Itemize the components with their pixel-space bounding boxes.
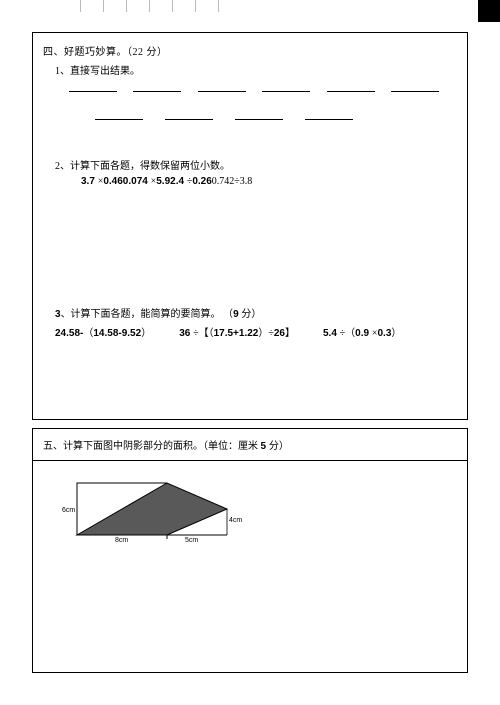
- answer-blank: [69, 91, 117, 92]
- answer-blanks-row-2: [43, 119, 457, 129]
- answer-blank: [391, 91, 439, 92]
- answer-blank: [327, 91, 375, 92]
- page-corner-marker: [478, 0, 500, 22]
- expr-1: 24.58-（14.58-9.52）: [55, 324, 151, 339]
- answer-blank: [198, 91, 246, 92]
- top-tick-marks: [80, 0, 219, 12]
- answer-blank: [305, 119, 353, 120]
- section-4-box: 四、好题巧妙算。（22 分） 1、直接写出结果。 2、计算下面各题，得数保留两位…: [32, 32, 468, 420]
- question-4-3-title: 3、计算下面各题，能简算的要简算。 （9 分）: [55, 305, 457, 320]
- section-5-title: 五、计算下面图中阴影部分的面积。（单位：厘米 5 分）: [33, 429, 467, 461]
- page-content: 四、好题巧妙算。（22 分） 1、直接写出结果。 2、计算下面各题，得数保留两位…: [32, 32, 468, 687]
- answer-blank: [165, 119, 213, 120]
- answer-blank: [133, 91, 181, 92]
- question-4-2-expressions: 3.7 ×0.460.074 ×5.92.4 ÷0.260.742÷3.8: [81, 176, 457, 187]
- answer-blank: [95, 119, 143, 120]
- question-4-2-title: 2、计算下面各题，得数保留两位小数。: [55, 157, 457, 172]
- dim-bottom-left: 8cm: [115, 537, 128, 544]
- figure-svg: [67, 479, 237, 559]
- section-5-box: 五、计算下面图中阴影部分的面积。（单位：厘米 5 分） 6cm 4cm 8cm …: [32, 428, 468, 673]
- answer-blank: [235, 119, 283, 120]
- question-4-1-title: 1、直接写出结果。: [55, 62, 457, 77]
- expr-2: 36 ÷【（17.5+1.22）÷26】: [179, 324, 295, 339]
- section-4-title: 四、好题巧妙算。（22 分）: [43, 43, 457, 58]
- dim-right: 4cm: [229, 517, 242, 524]
- dim-bottom-right: 5cm: [185, 537, 198, 544]
- expr-3: 5.4 ÷（0.9 ×0.3）: [323, 324, 401, 339]
- question-4-3-expressions: 24.58-（14.58-9.52） 36 ÷【（17.5+1.22）÷26】 …: [55, 324, 457, 339]
- answer-blank: [262, 91, 310, 92]
- dim-left: 6cm: [62, 507, 75, 514]
- answer-blanks-row-1: [43, 91, 457, 101]
- shaded-area-figure: 6cm 4cm 8cm 5cm: [67, 479, 237, 574]
